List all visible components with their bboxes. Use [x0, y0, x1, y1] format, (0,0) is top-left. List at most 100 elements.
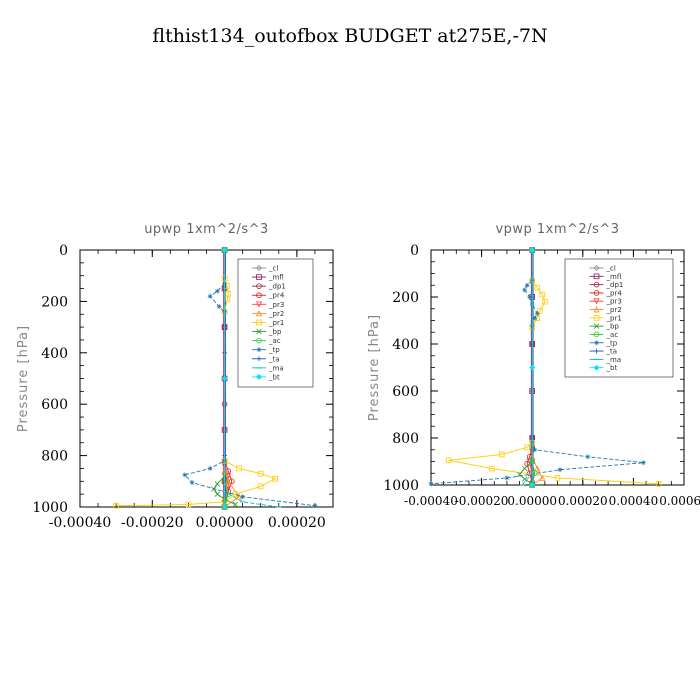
x-tick-label: -0.00040 — [49, 515, 112, 531]
x-tick-label: 0.00040 — [609, 494, 659, 508]
legend-marker — [593, 315, 600, 321]
legend-marker — [593, 323, 600, 329]
legend-entry: _bt — [606, 364, 618, 372]
data-point — [216, 304, 222, 309]
data-point — [521, 476, 528, 482]
data-point — [312, 503, 318, 509]
data-point — [272, 475, 278, 482]
data-point — [524, 282, 530, 288]
data-point — [240, 494, 246, 500]
y-axis-label: Pressure [hPa] — [367, 314, 382, 421]
series-line — [224, 470, 240, 508]
data-point — [532, 315, 538, 321]
series-bt — [529, 247, 536, 488]
data-point — [539, 291, 546, 298]
legend-marker — [593, 306, 600, 313]
y-tick-label: 1000 — [383, 478, 419, 494]
legend-entry: _cl — [268, 265, 278, 273]
data-point — [529, 247, 536, 253]
legend-entry: _pr4 — [268, 292, 285, 300]
legend-marker — [593, 331, 600, 338]
y-tick-label: 1000 — [32, 500, 68, 516]
panel-title: upwp 1xm^2/s^3 — [144, 222, 269, 237]
series-line — [224, 460, 233, 508]
x-tick-label: 0.00020 — [268, 515, 326, 531]
panel-upwp: upwp 1xm^2/s^3 Pressure [hPa] 0 200 400 600 80… — [16, 222, 334, 531]
legend-entry: _pr2 — [268, 310, 284, 318]
data-point — [182, 472, 188, 478]
legend-marker — [593, 265, 600, 271]
data-point — [504, 475, 510, 481]
x-tick-label: 0.00000 — [196, 515, 254, 531]
y-tick-label: 600 — [392, 384, 419, 400]
data-point — [221, 375, 228, 382]
data-point — [189, 480, 195, 485]
legend-entry: _ma — [606, 356, 622, 364]
data-point — [554, 475, 561, 481]
legend-marker — [594, 340, 599, 346]
y-tick-label: 400 — [392, 337, 419, 353]
legend-marker — [256, 356, 262, 362]
data-point — [214, 491, 221, 497]
data-point — [524, 444, 530, 451]
x-tick-label: 0.00020 — [558, 494, 608, 508]
data-point — [488, 465, 495, 472]
data-point — [225, 491, 231, 497]
y-tick-label: 0 — [410, 243, 419, 259]
legend-marker — [256, 328, 262, 335]
data-point — [221, 247, 228, 253]
series-bt — [221, 247, 228, 510]
data-point — [534, 311, 540, 316]
legend-entry: _ta — [268, 355, 280, 363]
legend-entry: _ac — [606, 331, 619, 339]
data-point — [529, 364, 536, 371]
legend-entry: _pr1 — [606, 314, 622, 322]
data-point — [522, 287, 528, 293]
legend-marker — [256, 283, 262, 289]
data-point — [232, 501, 239, 508]
legend-box — [564, 258, 674, 378]
legend-entry: _bt — [268, 373, 280, 381]
data-point — [207, 466, 213, 471]
y-tick-label: 200 — [392, 290, 419, 306]
legend-box — [237, 258, 314, 388]
data-point — [236, 465, 242, 472]
legend-marker — [593, 290, 600, 296]
data-point — [445, 457, 452, 464]
legend-marker — [256, 319, 262, 326]
x-tick-label: -0.00020 — [455, 494, 509, 508]
y-tick-label: 200 — [41, 294, 68, 310]
legend-entry: _pr1 — [268, 319, 284, 327]
data-point — [641, 460, 646, 466]
legend-entry: _tp — [268, 346, 280, 354]
y-tick-label: 0 — [59, 243, 68, 259]
legend-entry: _dp1 — [268, 283, 286, 291]
x-tick-label: 0.00000 — [507, 494, 557, 508]
legend-entry: _pr4 — [606, 289, 623, 297]
legend-marker — [593, 298, 600, 305]
panel-title: vpwp 1xm^2/s^3 — [495, 222, 619, 237]
data-point — [534, 284, 541, 291]
data-point — [207, 293, 213, 299]
legend: _cl_mfl_dp1_pr4_pr3_pr2_pr1_bp_ac_tp_ta_… — [237, 258, 314, 388]
data-point — [539, 474, 546, 481]
legend-marker — [256, 373, 262, 380]
legend-marker — [593, 281, 600, 288]
data-point — [214, 288, 220, 294]
data-point — [257, 470, 264, 477]
data-point — [529, 482, 536, 488]
legend-entry: _mfl — [606, 273, 622, 281]
legend-marker — [594, 348, 599, 354]
legend-marker — [255, 310, 263, 317]
legend-entry: _cl — [606, 265, 616, 273]
data-point — [655, 481, 662, 487]
y-tick-label: 800 — [392, 431, 419, 447]
data-point — [224, 296, 231, 302]
data-point — [214, 481, 221, 487]
legend-entry: _ac — [268, 337, 281, 345]
legend-marker — [256, 274, 262, 280]
data-point — [542, 298, 548, 305]
legend-marker — [256, 337, 262, 344]
panel-vpwp: vpwp 1xm^2/s^3 Pressure [hPa] 0 200 400 600 80… — [367, 222, 700, 508]
